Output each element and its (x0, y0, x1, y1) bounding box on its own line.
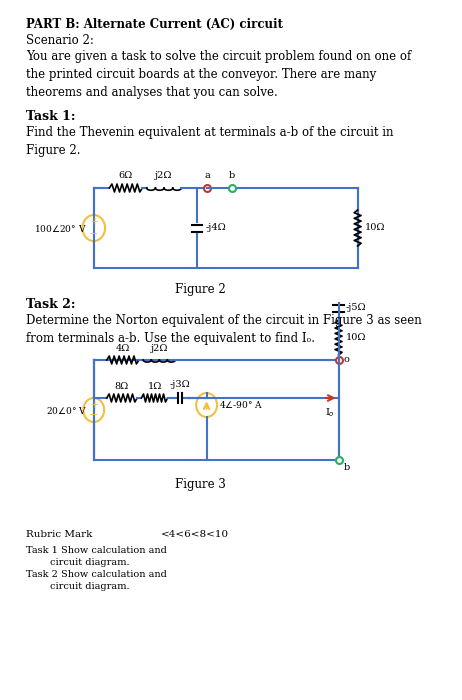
Text: PART B: Alternate Current (AC) circuit: PART B: Alternate Current (AC) circuit (26, 18, 283, 31)
Text: j2Ω: j2Ω (155, 171, 173, 180)
Text: +: + (90, 217, 98, 227)
Text: Figure 3: Figure 3 (175, 478, 226, 491)
Text: +: + (90, 400, 98, 410)
Text: Task 1 Show calculation and: Task 1 Show calculation and (26, 546, 167, 555)
Text: −: − (89, 229, 98, 239)
Text: Rubric Mark: Rubric Mark (26, 530, 92, 539)
Text: o: o (344, 356, 350, 365)
Text: −: − (89, 410, 98, 421)
Text: circuit diagram.: circuit diagram. (50, 558, 130, 567)
Text: b: b (229, 171, 235, 180)
Text: 4$\angle$-90° A: 4$\angle$-90° A (219, 400, 263, 410)
Text: 8Ω: 8Ω (115, 382, 129, 391)
Text: 10Ω: 10Ω (346, 333, 366, 342)
Text: -j4Ω: -j4Ω (206, 223, 226, 232)
Text: 1Ω: 1Ω (147, 382, 162, 391)
Text: -j3Ω: -j3Ω (169, 380, 190, 389)
Text: 100$\angle$20° V: 100$\angle$20° V (34, 223, 87, 234)
Text: 10Ω: 10Ω (365, 223, 385, 232)
Text: Determine the Norton equivalent of the circuit in Figure 3 as seen
from terminal: Determine the Norton equivalent of the c… (26, 314, 422, 345)
Text: Find the Thevenin equivalent at terminals a-b of the circuit in
Figure 2.: Find the Thevenin equivalent at terminal… (26, 126, 394, 157)
Text: You are given a task to solve the circuit problem found on one of
the printed ci: You are given a task to solve the circui… (26, 50, 411, 99)
Text: Task 2:: Task 2: (26, 298, 76, 311)
Text: Task 2 Show calculation and: Task 2 Show calculation and (26, 570, 167, 579)
Text: Figure 2: Figure 2 (175, 283, 226, 296)
Text: circuit diagram.: circuit diagram. (50, 582, 130, 591)
Text: -j5Ω: -j5Ω (346, 304, 366, 312)
Text: j2Ω: j2Ω (151, 344, 168, 353)
Text: b: b (344, 463, 350, 473)
Text: I$_o$: I$_o$ (325, 406, 335, 419)
Text: <4<6<8<10: <4<6<8<10 (161, 530, 229, 539)
Text: a: a (205, 171, 210, 180)
Text: 6Ω: 6Ω (119, 171, 133, 180)
Text: 20$\angle$0° V: 20$\angle$0° V (46, 405, 87, 416)
Text: Task 1:: Task 1: (26, 110, 76, 123)
Text: 4Ω: 4Ω (116, 344, 130, 353)
Text: Scenario 2:: Scenario 2: (26, 34, 94, 47)
